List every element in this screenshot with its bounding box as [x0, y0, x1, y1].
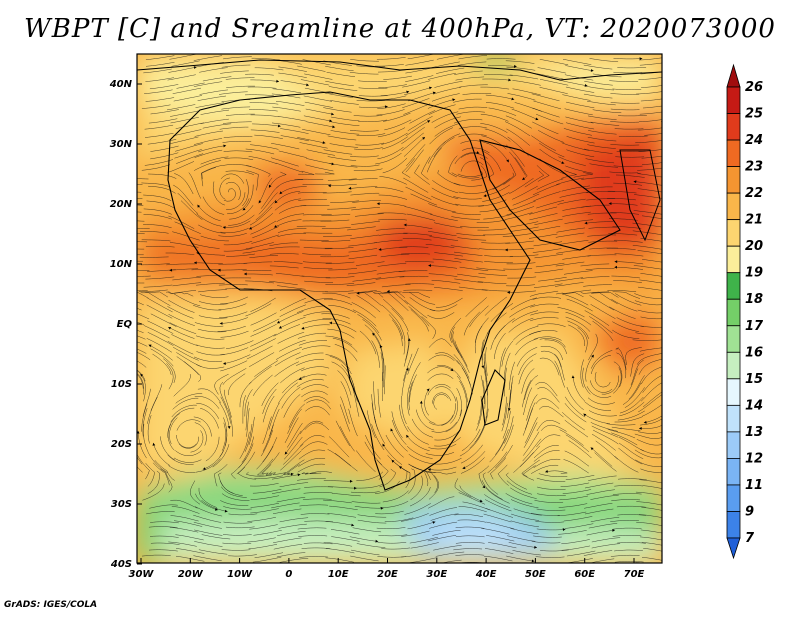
lon-label: 40E: [475, 569, 497, 580]
lat-label: 30S: [111, 499, 132, 510]
colorbar-label: 23: [745, 160, 763, 175]
lat-label: 20S: [111, 439, 132, 450]
colorbar-label: 20: [745, 239, 763, 254]
lon-label: 50E: [525, 569, 546, 580]
colorbar-box: [726, 431, 741, 459]
colorbar-box: [726, 166, 741, 194]
lon-label: 0: [285, 569, 292, 580]
lat-label: 20N: [110, 199, 133, 210]
lon-label: 20E: [377, 569, 398, 580]
lon-label: 30E: [426, 569, 447, 580]
colorbar-label: 25: [745, 107, 763, 122]
lat-label: 40N: [109, 79, 133, 90]
colorbar-label: 18: [745, 292, 763, 307]
colorbar-box: [726, 219, 741, 247]
lon-label: 70E: [624, 569, 645, 580]
colorbar-box: [726, 325, 741, 353]
colorbar-max-triangle: [726, 63, 741, 88]
colorbar-box: [726, 245, 741, 274]
grads-credit: GrADS: IGES/COLA: [4, 600, 98, 610]
colorbar-label: 11: [745, 478, 763, 493]
lon-label: 10W: [227, 569, 253, 580]
lat-label: 40S: [110, 559, 132, 570]
colorbar-box: [726, 272, 741, 300]
colorbar-label: 13: [745, 425, 763, 440]
colorbar-min-triangle: [726, 537, 741, 560]
lon-label: 60E: [574, 569, 595, 580]
colorbar-box: [726, 139, 741, 167]
colorbar-box: [726, 404, 741, 433]
colorbar-label: 14: [745, 398, 763, 413]
map-title: WBPT [C] and Sreamline at 400hPa, VT: 20…: [24, 14, 776, 44]
streamlines: [137, 54, 662, 563]
colorbar: 7 9 11 12 13 14 15 16 17 18 19 20 21 22 23 24 25 26: [726, 63, 764, 560]
colorbar-box: [726, 511, 741, 539]
colorbar-box: [726, 378, 741, 406]
colorbar-label: 24: [745, 133, 763, 148]
colorbar-label: 16: [745, 345, 763, 360]
lat-label: EQ: [117, 319, 133, 330]
lon-label: 30W: [129, 569, 155, 580]
colorbar-label: 12: [745, 451, 763, 466]
colorbar-label: 15: [745, 372, 763, 387]
colorbar-label: 7: [745, 531, 755, 546]
colorbar-label: 9: [745, 504, 754, 519]
colorbar-label: 22: [745, 186, 763, 201]
colorbar-box: [726, 458, 741, 486]
lat-label: 30N: [110, 139, 133, 150]
lon-label: 10E: [328, 569, 349, 580]
colorbar-box: [726, 113, 741, 141]
longitude-axis: 30W 20W 10W 0 10E 20E 30E 40E 50E 60E 70E: [129, 558, 645, 580]
colorbar-box: [726, 298, 741, 327]
colorbar-box: [726, 192, 741, 221]
colorbar-label: 21: [745, 213, 763, 228]
lat-label: 10S: [111, 379, 132, 390]
latitude-axis: 40N 30N 20N 10N EQ 10S 20S 30S 40S: [109, 79, 142, 570]
colorbar-box: [726, 351, 741, 380]
lon-label: 20W: [178, 569, 204, 580]
lat-label: 10N: [110, 259, 133, 270]
colorbar-box: [726, 86, 741, 114]
colorbar-label: 26: [745, 80, 763, 95]
coastlines: [137, 59, 662, 491]
colorbar-label: 19: [745, 266, 763, 281]
colorbar-label: 17: [745, 319, 764, 334]
colorbar-box: [726, 484, 741, 512]
map-frame: [136, 53, 663, 564]
